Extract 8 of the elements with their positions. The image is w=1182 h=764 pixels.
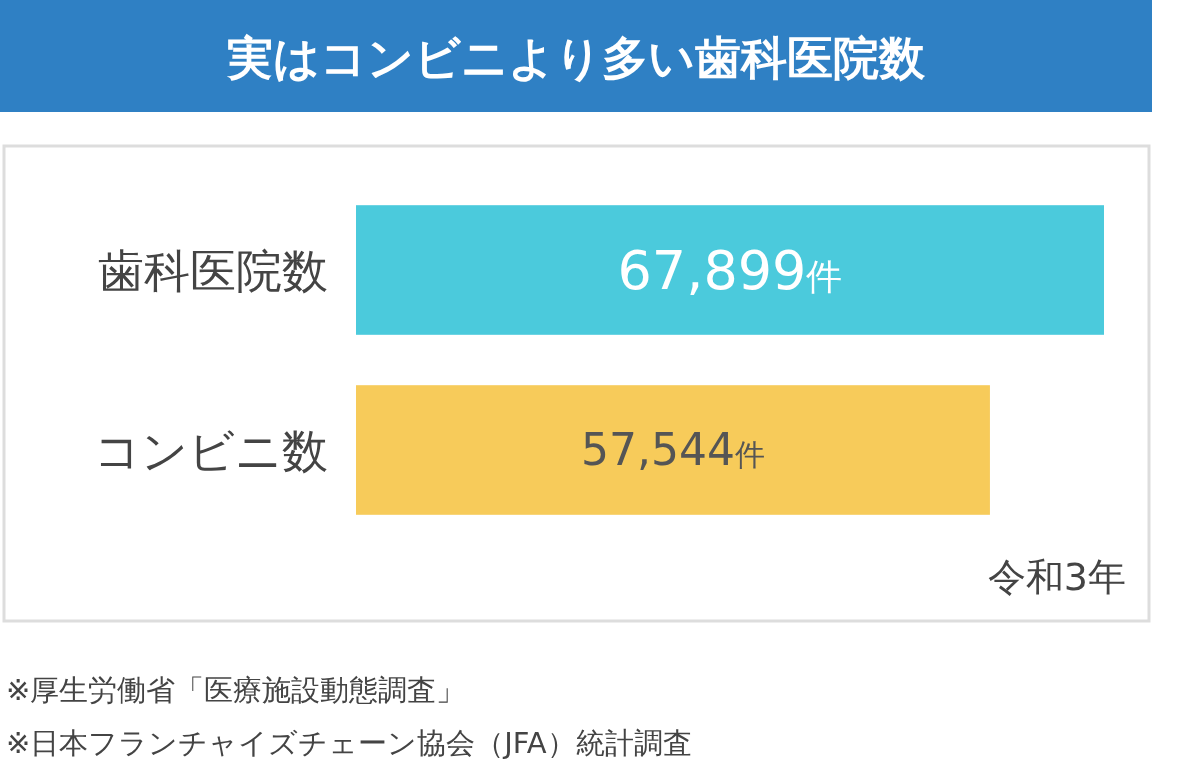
text: 令和3年 (987, 555, 1126, 599)
text: ※日本フランチャイズチェーン協会（JFA）統計調査 (6, 726, 692, 760)
chart-title: 実はコンビニより多い歯科医院数 (226, 31, 926, 85)
data-label: 67,899件 (617, 239, 843, 302)
data-label: 57,544件 (580, 424, 765, 475)
text: ※厚生労働省「医療施設動態調査」 (6, 673, 466, 707)
y-tick-label: コンビニ数 (94, 424, 328, 478)
y-tick-label: 歯科医院数 (98, 244, 328, 298)
